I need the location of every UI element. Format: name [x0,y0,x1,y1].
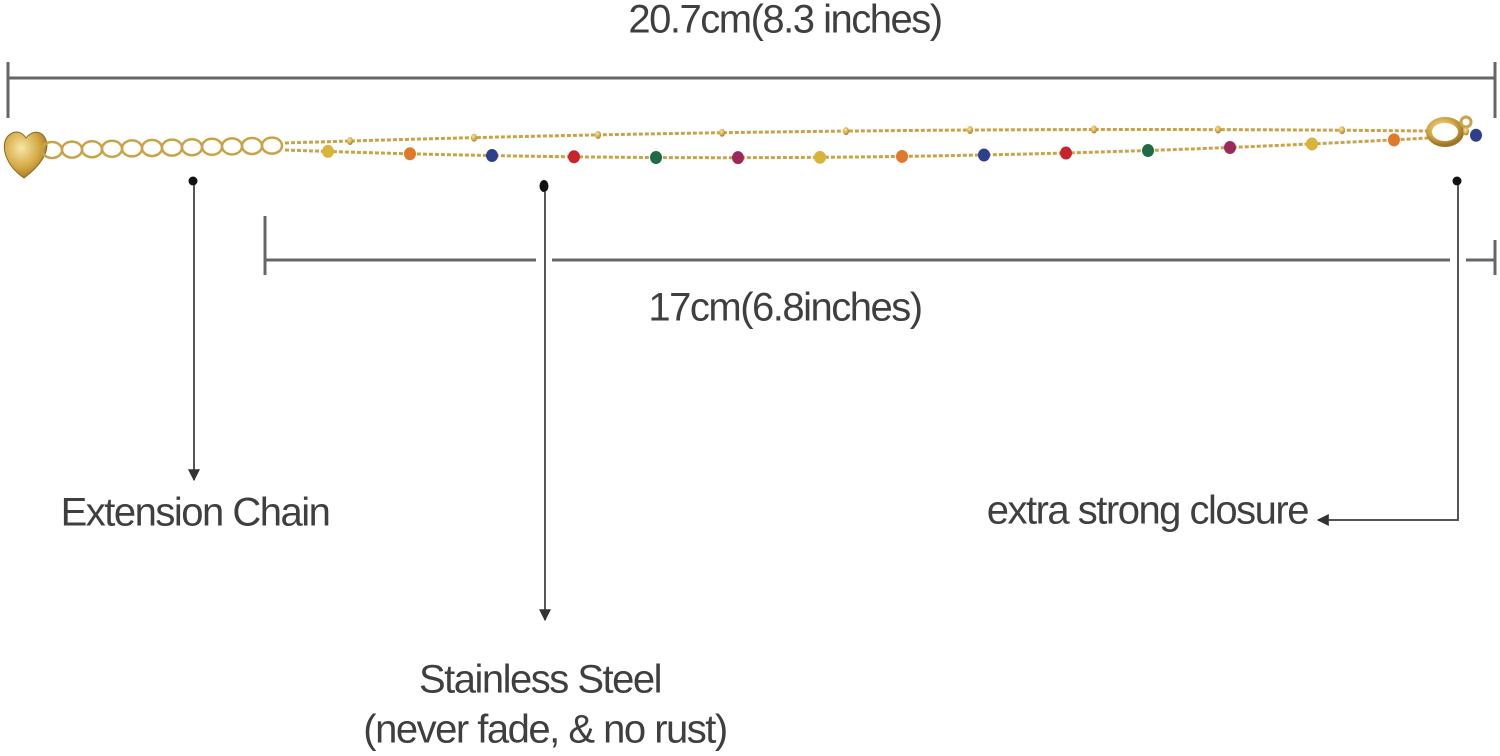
bead [404,147,416,161]
main-length-line [263,216,1497,275]
closure-pointer [1316,176,1462,526]
bead [1306,137,1318,151]
gold-bead [719,128,725,137]
gold-bead [967,126,973,135]
closure-label: extra strong closure [987,489,1309,533]
chain-link [220,137,244,156]
gold-bead [1339,126,1345,135]
bead [732,151,744,165]
bead [978,148,990,162]
extension-chain-label: Extension Chain [61,491,330,535]
bead [650,151,662,165]
chain-link [160,138,184,157]
extension-pointer [188,176,200,482]
chain-link [140,138,164,158]
stainless-steel-label: Stainless Steel [419,658,661,702]
chain-link [120,139,144,158]
chain-link [180,137,204,157]
bead [1470,128,1482,142]
chain-link [60,140,84,159]
bracelet [3,115,1482,179]
main-length-label: 17cm(6.8inches) [648,286,921,330]
chain-link [200,137,224,157]
gold-bead [471,133,477,142]
chain-link [80,139,104,159]
bead [568,150,580,164]
bead [1224,141,1236,155]
bead [322,144,334,158]
steel-pointer [539,180,551,622]
gold-bead [595,130,601,139]
gold-bead [1091,125,1097,134]
gold-bead [347,137,353,146]
chain-link [240,136,264,156]
bead [1060,146,1072,160]
bead [1388,133,1400,147]
bead [486,149,498,163]
bead [896,149,908,163]
gold-bead [1463,127,1469,136]
chain-link [260,136,284,155]
stainless-steel-note: (never fade, & no rust) [363,708,726,752]
chain-link [100,139,124,159]
total-length-line [6,62,1497,118]
gold-bead [843,127,849,136]
total-length-label: 20.7cm(8.3 inches) [628,0,941,42]
bead [814,150,826,164]
bead [1142,144,1154,158]
gold-bead [1215,125,1221,134]
